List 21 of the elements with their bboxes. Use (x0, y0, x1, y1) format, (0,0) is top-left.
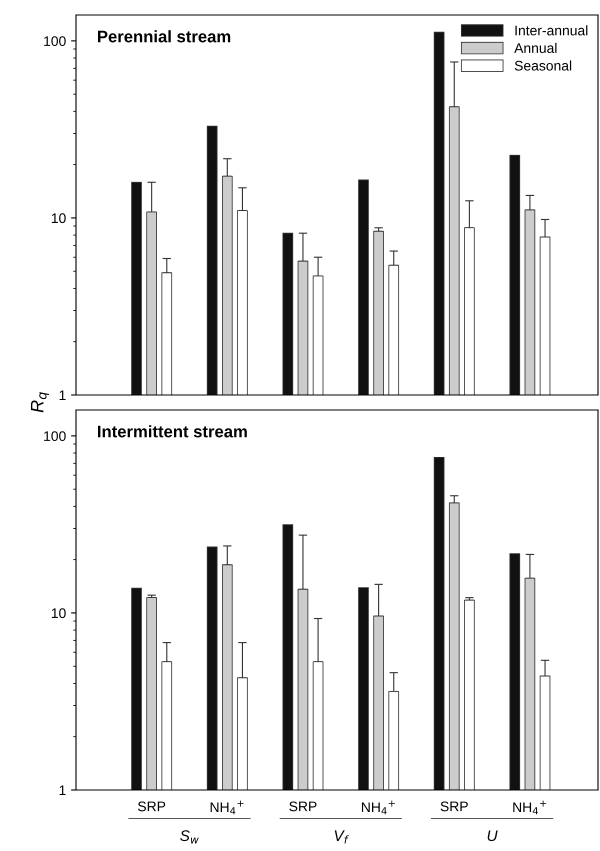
text: V$_{f}$ (334, 830, 349, 844)
y-tick-label: 100 (44, 431, 66, 442)
y-tick-label: 100 (44, 36, 66, 46)
y-tick-label: 1 (60, 390, 66, 400)
y-axis-title: R$_{q}$ (30, 392, 49, 412)
y-tick-label: 10 (52, 608, 66, 618)
legend-label: Inter-annual (515, 25, 588, 36)
x-tick-label: NH$_{4}$$^{+}$ (362, 800, 395, 814)
x-tick-label: NH$_{4}$$^{+}$ (513, 800, 546, 814)
y-tick-label: 10 (52, 213, 66, 224)
legend-label: Seasonal (514, 60, 572, 71)
text: U (488, 830, 498, 842)
legend-label: Annual (514, 42, 556, 54)
x-tick-label: SRP (440, 801, 468, 812)
text: S$_{w}$ (180, 830, 199, 844)
text: Intermittent stream (98, 425, 247, 438)
text: Perennial stream (98, 30, 230, 42)
x-tick-label: SRP (289, 801, 316, 812)
x-tick-label: NH$_{4}$$^{+}$ (210, 800, 244, 814)
x-tick-label: SRP (138, 801, 166, 812)
y-tick-label: 1 (60, 785, 66, 796)
